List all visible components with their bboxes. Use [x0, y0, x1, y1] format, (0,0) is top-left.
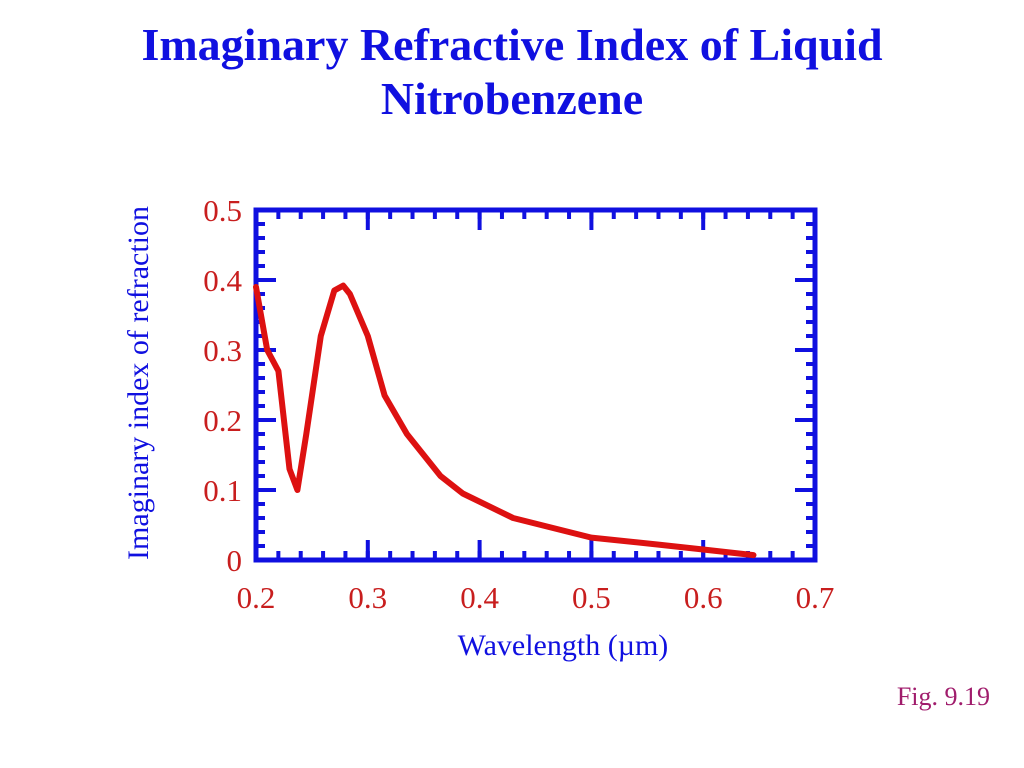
x-tick-label: 0.2 [237, 580, 276, 615]
y-tick-label: 0.5 [203, 193, 242, 228]
plot-frame [253, 207, 818, 563]
y-tick-label: 0.4 [203, 263, 242, 298]
figure-number: Fig. 9.19 [896, 682, 990, 711]
x-tick-label: 0.4 [460, 580, 499, 615]
title-line-2: Nitrobenzene [380, 73, 644, 124]
y-axis-label: Imaginary index of refraction [122, 206, 155, 560]
x-tick-label: 0.5 [572, 580, 611, 615]
title-line-1: Imaginary Refractive Index of Liquid [141, 19, 883, 70]
y-tick-label: 0.1 [203, 473, 242, 508]
x-axis-label: Wavelength (µm) [458, 629, 669, 662]
x-tick-label: 0.7 [796, 580, 835, 615]
x-tick-label: 0.3 [348, 580, 387, 615]
series-line [253, 282, 757, 559]
slide-title: Imaginary Refractive Index of Liquid Nit… [0, 18, 1024, 126]
y-tick-label: 0 [227, 543, 243, 578]
y-tick-label: 0.2 [203, 403, 242, 438]
x-tick-label: 0.6 [684, 580, 723, 615]
y-tick-label: 0.3 [203, 333, 242, 368]
